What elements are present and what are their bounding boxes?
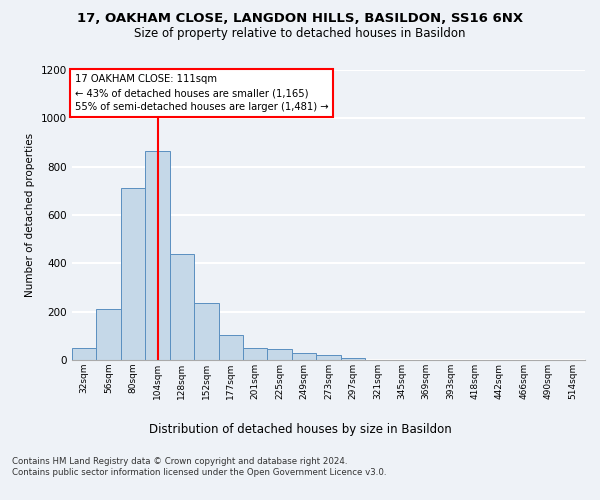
Bar [194,303,218,360]
Y-axis label: Number of detached properties: Number of detached properties [25,133,35,297]
Bar [72,348,97,360]
Bar [341,358,365,360]
Text: Size of property relative to detached houses in Basildon: Size of property relative to detached ho… [134,28,466,40]
Text: Distribution of detached houses by size in Basildon: Distribution of detached houses by size … [149,422,451,436]
Text: Contains HM Land Registry data © Crown copyright and database right 2024.
Contai: Contains HM Land Registry data © Crown c… [12,458,386,477]
Bar [145,151,170,360]
Bar [97,309,121,360]
Bar [243,348,268,360]
Text: 17, OAKHAM CLOSE, LANGDON HILLS, BASILDON, SS16 6NX: 17, OAKHAM CLOSE, LANGDON HILLS, BASILDO… [77,12,523,26]
Bar [268,349,292,360]
Text: 17 OAKHAM CLOSE: 111sqm
← 43% of detached houses are smaller (1,165)
55% of semi: 17 OAKHAM CLOSE: 111sqm ← 43% of detache… [74,74,328,112]
Bar [218,334,243,360]
Bar [170,254,194,360]
Bar [121,188,145,360]
Bar [316,355,341,360]
Bar [292,353,316,360]
